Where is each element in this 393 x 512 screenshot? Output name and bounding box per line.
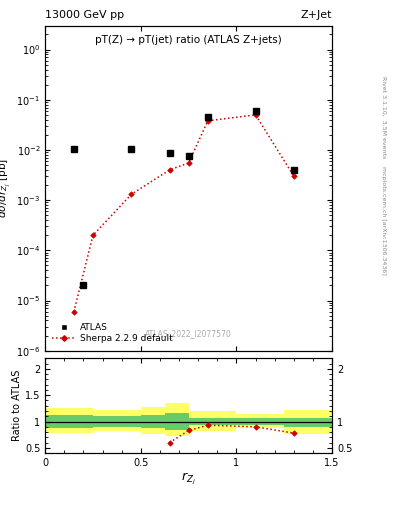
Text: pT(Z) → pT(jet) ratio (ATLAS Z+jets): pT(Z) → pT(jet) ratio (ATLAS Z+jets) [95,35,282,46]
Y-axis label: $d\sigma/dr_{Z_j}$ [pb]: $d\sigma/dr_{Z_j}$ [pb] [0,158,13,218]
Legend: ATLAS, Sherpa 2.2.9 default: ATLAS, Sherpa 2.2.9 default [50,320,175,346]
Y-axis label: Ratio to ATLAS: Ratio to ATLAS [12,370,22,441]
Text: 13000 GeV pp: 13000 GeV pp [45,10,124,20]
X-axis label: $r_{Z_j}$: $r_{Z_j}$ [181,471,196,487]
Text: ATLAS_2022_I2077570: ATLAS_2022_I2077570 [145,329,232,338]
Text: Z+Jet: Z+Jet [301,10,332,20]
Text: Rivet 3.1.10,  3.5M events: Rivet 3.1.10, 3.5M events [381,75,386,158]
Text: mcplots.cern.ch [arXiv:1306.3436]: mcplots.cern.ch [arXiv:1306.3436] [381,166,386,275]
